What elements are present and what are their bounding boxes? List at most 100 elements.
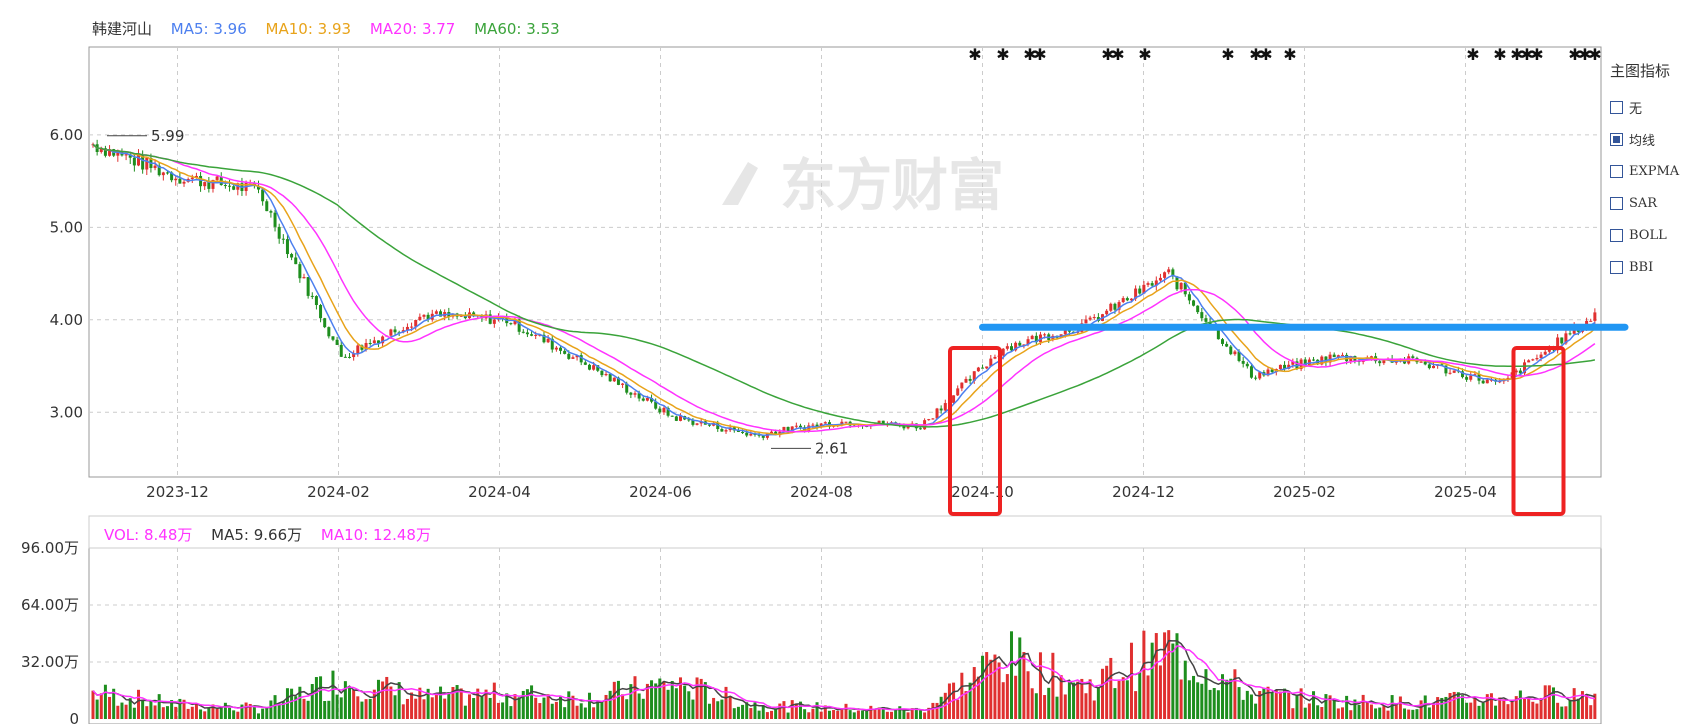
volume-bar (575, 705, 579, 719)
candle-body (170, 172, 174, 181)
volume-bar (1117, 681, 1121, 719)
candle-body (1287, 364, 1291, 369)
volume-bar (1076, 681, 1080, 719)
volume-bar (1204, 669, 1208, 719)
signal-marker-icon: ✱ (1138, 45, 1151, 64)
volume-bar (1266, 686, 1270, 719)
candle-body (612, 377, 616, 382)
volume-bar (1270, 692, 1274, 719)
candle-body (662, 407, 666, 413)
candle-body (1009, 346, 1013, 351)
volume-bar (662, 681, 666, 719)
volume-bar (1456, 692, 1460, 719)
volume-bar (463, 705, 467, 719)
volume-bar (1502, 699, 1506, 719)
candle-body (1394, 361, 1398, 363)
candle-body (232, 186, 236, 190)
volume-bar (1258, 691, 1262, 719)
candle-body (794, 425, 798, 427)
volume-bar (501, 702, 505, 719)
candle-body (604, 374, 608, 376)
checkbox[interactable] (1610, 100, 1623, 114)
volume-bar (1208, 689, 1212, 719)
volume-bar (459, 688, 463, 719)
indicator-option-label: 均线 (1629, 133, 1656, 149)
volume-bar (935, 702, 939, 719)
volume-bar (364, 699, 368, 719)
volume-bar (1047, 687, 1051, 719)
candle-body (1283, 364, 1287, 369)
volume-bar (567, 691, 571, 719)
volume-bar (1051, 652, 1055, 719)
candle-body (1303, 359, 1307, 366)
checkbox[interactable] (1610, 164, 1623, 178)
candle-body (1266, 369, 1270, 376)
candle-body (381, 336, 385, 344)
candle-body (302, 277, 306, 279)
indicator-option-none[interactable]: 无 (1610, 91, 1696, 123)
volume-bar (1187, 680, 1191, 719)
volume-bar (1336, 708, 1340, 719)
volume-bar (691, 699, 695, 719)
checkbox[interactable] (1610, 196, 1623, 210)
volume-bar (410, 692, 414, 719)
candle-body (654, 401, 658, 409)
volume-bar (190, 706, 194, 719)
volume-bar (1489, 693, 1493, 719)
candle-body (364, 343, 368, 350)
volume-bar (736, 706, 740, 719)
indicator-option-bbi[interactable]: BBI (1610, 251, 1696, 283)
x-axis: 2023-12 2024-02 2024-04 2024-06 2024-08 2024-… (146, 483, 1497, 501)
candle-body (571, 357, 575, 359)
volume-bar (1394, 704, 1398, 719)
indicator-option-boll[interactable]: BOLL (1610, 219, 1696, 251)
date-tick-label: 2025-02 (1273, 483, 1336, 501)
volume-bar (794, 703, 798, 719)
volume-bar (1547, 685, 1551, 719)
candle-body (774, 431, 778, 436)
candle-body (877, 420, 881, 424)
candle-body (542, 334, 546, 343)
volume-bar (815, 702, 819, 719)
candle-body (269, 211, 273, 213)
volume-bar (848, 710, 852, 719)
volume-bar (178, 698, 182, 719)
volume-bar (1146, 675, 1150, 719)
volume-bar (873, 708, 877, 719)
volume-bar (1452, 691, 1456, 719)
volume-bar (1055, 696, 1059, 719)
volume-bar (443, 698, 447, 719)
candle-body (285, 239, 289, 255)
checkbox[interactable] (1610, 260, 1623, 274)
volume-legend: VOL: 8.48万 MA5: 9.66万 MA10: 12.48万 (104, 524, 445, 545)
volume-bar (1551, 687, 1555, 719)
volume-bar (418, 687, 422, 719)
candle-body (1535, 358, 1539, 360)
candle-body (157, 165, 161, 176)
candle-body (1117, 302, 1121, 310)
volume-bar (1378, 707, 1382, 719)
volume-bar (1225, 679, 1229, 719)
indicator-option-ma[interactable]: 均线 (1610, 123, 1696, 155)
candle-body (1531, 359, 1535, 361)
candle-body (1229, 346, 1233, 355)
volume-bar (1113, 688, 1117, 719)
candle-body (815, 424, 819, 427)
checkbox[interactable] (1610, 228, 1623, 242)
candle-body (674, 416, 678, 421)
volume-bar (612, 681, 616, 719)
checkbox-checked[interactable] (1610, 132, 1623, 146)
volume-bar (1361, 694, 1365, 719)
volume-bar (323, 701, 327, 719)
indicator-option-sar[interactable]: SAR (1610, 187, 1696, 219)
candle-body (1216, 327, 1220, 340)
price-tick-label: 4.00 (50, 311, 83, 329)
volume-bar (716, 701, 720, 719)
volume-bar (881, 706, 885, 719)
indicator-option-expma[interactable]: EXPMA (1610, 155, 1696, 187)
candle-body (1183, 282, 1187, 295)
candle-body (1514, 370, 1518, 373)
candle-body (600, 370, 604, 376)
volume-bar (451, 686, 455, 719)
